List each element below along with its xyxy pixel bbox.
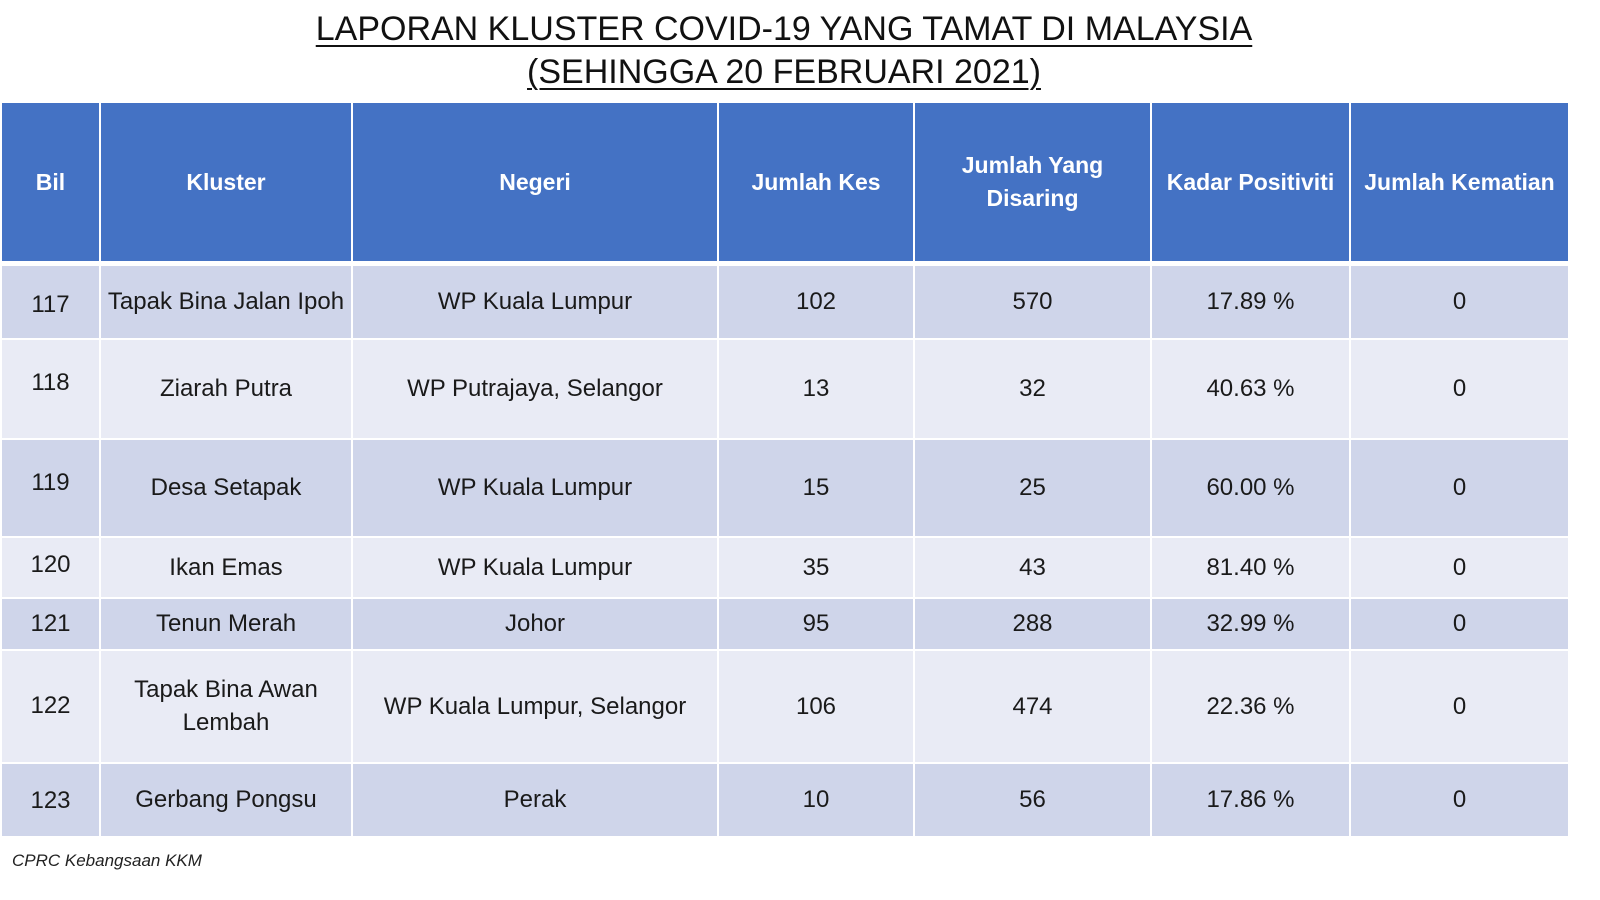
cell-kluster: Gerbang Pongsu bbox=[99, 761, 353, 838]
table-row: 122 Tapak Bina Awan Lembah WP Kuala Lump… bbox=[0, 648, 1570, 764]
cell-bil: 117 bbox=[0, 262, 101, 340]
cell-jumlah-kes: 15 bbox=[717, 437, 915, 538]
cell-kluster: Ziarah Putra bbox=[99, 337, 353, 440]
cell-bil: 120 bbox=[0, 535, 101, 599]
table-header-row: Bil Kluster Negeri Jumlah Kes Jumlah Yan… bbox=[0, 101, 1570, 266]
cell-jumlah-kematian: 0 bbox=[1349, 535, 1570, 599]
cell-negeri: WP Kuala Lumpur bbox=[351, 437, 719, 538]
cell-kluster: Tapak Bina Awan Lembah bbox=[99, 648, 353, 764]
cell-jumlah-disaring: 288 bbox=[913, 596, 1152, 651]
cell-jumlah-disaring: 43 bbox=[913, 535, 1152, 599]
cell-jumlah-kes: 95 bbox=[717, 596, 915, 651]
cluster-table: Bil Kluster Negeri Jumlah Kes Jumlah Yan… bbox=[0, 101, 1570, 838]
cell-kadar-positiviti: 81.40 % bbox=[1150, 535, 1351, 599]
cell-kluster: Tapak Bina Jalan Ipoh bbox=[99, 262, 353, 340]
cell-negeri: Johor bbox=[351, 596, 719, 651]
header-bil: Bil bbox=[0, 101, 101, 266]
title-line-1: LAPORAN KLUSTER COVID-19 YANG TAMAT DI M… bbox=[315, 10, 1253, 48]
cell-jumlah-disaring: 56 bbox=[913, 761, 1152, 838]
cell-negeri: Perak bbox=[351, 761, 719, 838]
source-footnote: CPRC Kebangsaan KKM bbox=[12, 851, 202, 870]
cell-jumlah-kematian: 0 bbox=[1349, 337, 1570, 440]
cell-kadar-positiviti: 40.63 % bbox=[1150, 337, 1351, 440]
cell-kadar-positiviti: 60.00 % bbox=[1150, 437, 1351, 538]
table-row: 123 Gerbang Pongsu Perak 10 56 17.86 % 0 bbox=[0, 761, 1570, 838]
table-row: 119 Desa Setapak WP Kuala Lumpur 15 25 6… bbox=[0, 437, 1570, 538]
cell-jumlah-kes: 106 bbox=[717, 648, 915, 764]
cell-negeri: WP Kuala Lumpur bbox=[351, 262, 719, 340]
table-row: 120 Ikan Emas WP Kuala Lumpur 35 43 81.4… bbox=[0, 535, 1570, 599]
cell-jumlah-kematian: 0 bbox=[1349, 437, 1570, 538]
header-jumlah-kematian: Jumlah Kematian bbox=[1349, 101, 1570, 266]
cell-kluster: Desa Setapak bbox=[99, 437, 353, 538]
cell-kadar-positiviti: 17.86 % bbox=[1150, 761, 1351, 838]
cell-kluster: Ikan Emas bbox=[99, 535, 353, 599]
cell-jumlah-kematian: 0 bbox=[1349, 648, 1570, 764]
header-kadar-positiviti: Kadar Positiviti bbox=[1150, 101, 1351, 266]
cell-jumlah-kematian: 0 bbox=[1349, 596, 1570, 651]
table-row: 117 Tapak Bina Jalan Ipoh WP Kuala Lumpu… bbox=[0, 262, 1570, 340]
cell-kluster: Tenun Merah bbox=[99, 596, 353, 651]
cell-jumlah-kes: 10 bbox=[717, 761, 915, 838]
cell-jumlah-kes: 13 bbox=[717, 337, 915, 440]
cell-bil: 122 bbox=[0, 648, 101, 764]
cell-negeri: WP Putrajaya, Selangor bbox=[351, 337, 719, 440]
header-kluster: Kluster bbox=[99, 101, 353, 266]
cell-kadar-positiviti: 32.99 % bbox=[1150, 596, 1351, 651]
cell-jumlah-disaring: 32 bbox=[913, 337, 1152, 440]
header-negeri: Negeri bbox=[351, 101, 719, 266]
table-row: 118 Ziarah Putra WP Putrajaya, Selangor … bbox=[0, 337, 1570, 440]
cell-jumlah-kes: 35 bbox=[717, 535, 915, 599]
cell-jumlah-kematian: 0 bbox=[1349, 761, 1570, 838]
report-title: LAPORAN KLUSTER COVID-19 YANG TAMAT DI M… bbox=[0, 8, 1568, 94]
cell-bil: 123 bbox=[0, 761, 101, 838]
cell-jumlah-disaring: 474 bbox=[913, 648, 1152, 764]
header-jumlah-kes: Jumlah Kes bbox=[717, 101, 915, 266]
cell-jumlah-kes: 102 bbox=[717, 262, 915, 340]
header-jumlah-disaring: Jumlah Yang Disaring bbox=[913, 101, 1152, 266]
title-line-2: (SEHINGGA 20 FEBRUARI 2021) bbox=[527, 53, 1041, 91]
cell-bil: 121 bbox=[0, 596, 101, 651]
cell-jumlah-disaring: 570 bbox=[913, 262, 1152, 340]
cell-kadar-positiviti: 17.89 % bbox=[1150, 262, 1351, 340]
cell-jumlah-disaring: 25 bbox=[913, 437, 1152, 538]
cell-bil: 118 bbox=[0, 337, 101, 440]
table-row: 121 Tenun Merah Johor 95 288 32.99 % 0 bbox=[0, 596, 1570, 651]
cell-negeri: WP Kuala Lumpur, Selangor bbox=[351, 648, 719, 764]
cell-kadar-positiviti: 22.36 % bbox=[1150, 648, 1351, 764]
cell-jumlah-kematian: 0 bbox=[1349, 262, 1570, 340]
cell-bil: 119 bbox=[0, 437, 101, 538]
cell-negeri: WP Kuala Lumpur bbox=[351, 535, 719, 599]
